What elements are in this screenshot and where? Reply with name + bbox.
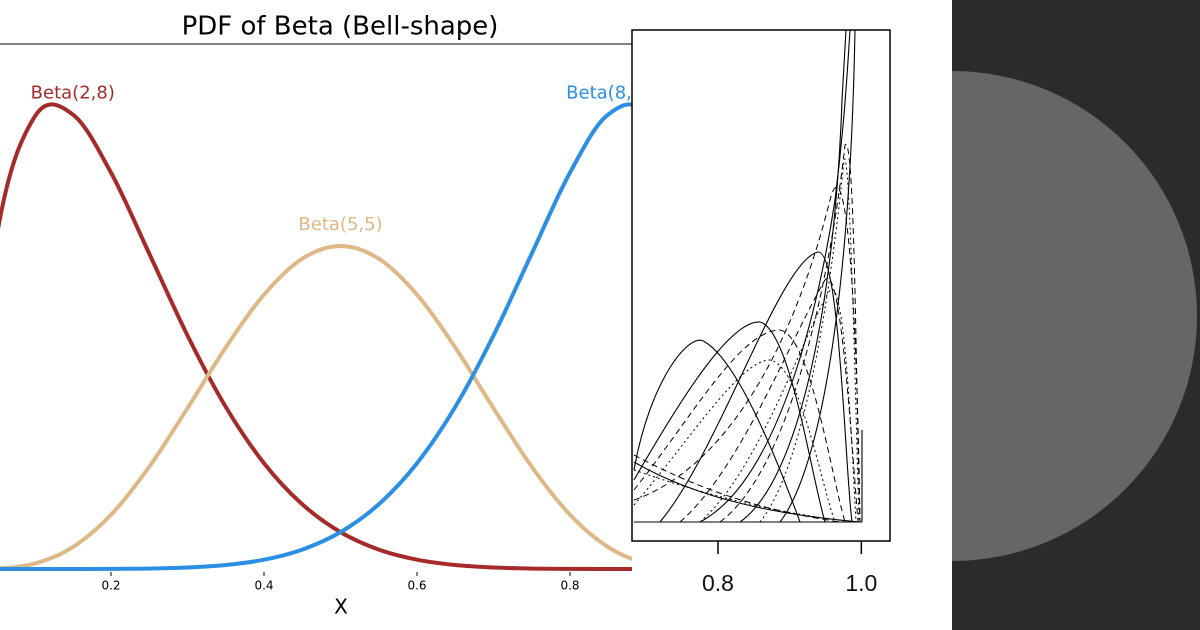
plot-frame <box>631 29 891 542</box>
curve <box>633 329 846 523</box>
beta-chart: PDF of Beta (Bell-shape) X 0.2 0.4 0.6 0.8 B… <box>0 12 650 619</box>
x-tick-label: 0.8 <box>702 570 734 596</box>
curve <box>659 251 853 523</box>
curve <box>699 288 857 523</box>
decorative-curves <box>633 29 863 523</box>
curve <box>679 277 859 523</box>
curve <box>779 29 856 523</box>
x-axis-label: X <box>334 595 348 619</box>
curve <box>633 339 801 523</box>
gray-circle <box>952 71 1197 561</box>
curve <box>633 461 861 523</box>
curve <box>719 144 861 523</box>
decorative-curves <box>633 158 860 523</box>
x-tick-label: 0.8 <box>560 579 579 593</box>
series-label: Beta(5,5) <box>298 214 382 235</box>
chart-title: PDF of Beta (Bell-shape) <box>182 12 499 42</box>
curve <box>699 29 851 523</box>
series-line <box>0 102 632 572</box>
curves-chart: 0.8 1.0 <box>631 29 891 596</box>
x-tick-label: 0.4 <box>254 579 273 593</box>
curve <box>633 359 836 523</box>
series-line <box>0 243 632 571</box>
series-line <box>0 102 632 571</box>
curve <box>739 29 847 523</box>
series-label: Beta(2,8) <box>31 82 115 103</box>
x-tick-label: 1.0 <box>845 570 877 596</box>
series-label: Beta(8,2) <box>566 82 650 103</box>
x-tick-label: 0.6 <box>407 579 426 593</box>
decorative-panel <box>952 0 1200 630</box>
x-tick-label: 0.2 <box>101 579 120 593</box>
